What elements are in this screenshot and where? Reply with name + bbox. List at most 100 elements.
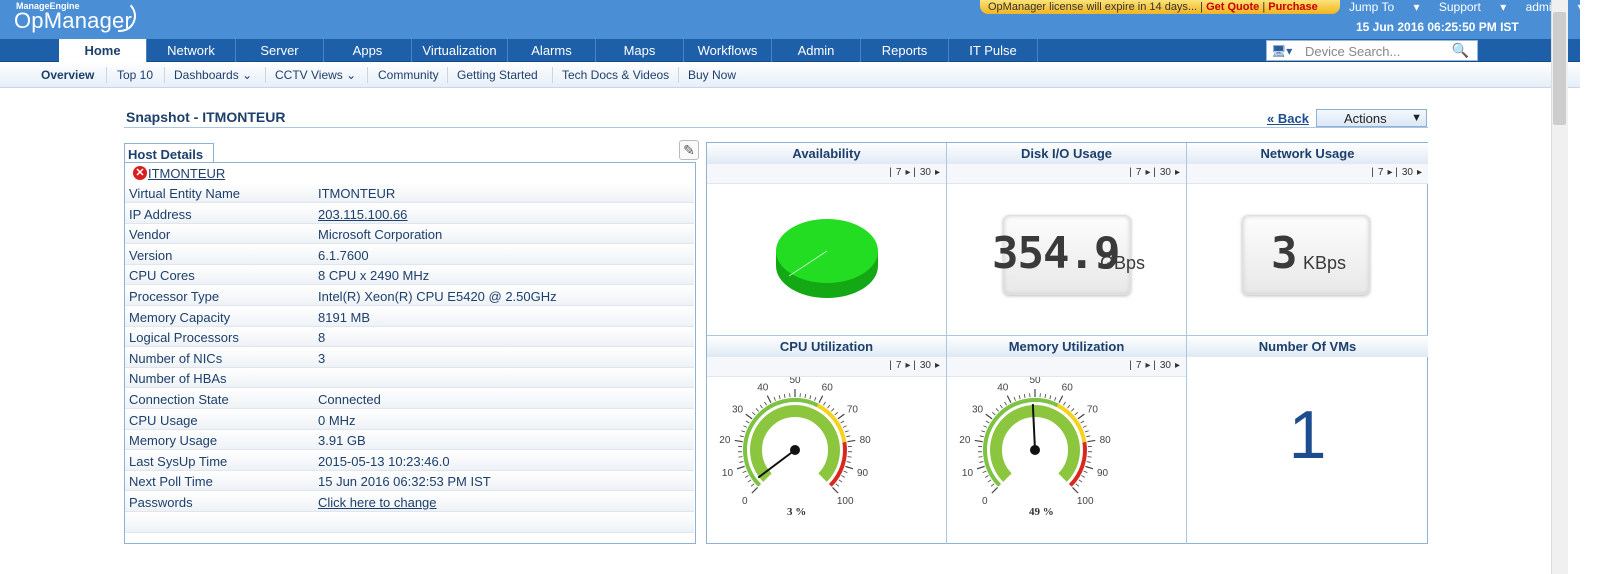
- detail-label: IP Address: [129, 206, 192, 222]
- subnav-community[interactable]: Community: [378, 68, 439, 82]
- edit-pencil-icon[interactable]: ✎: [679, 140, 699, 160]
- gauge-tick: [1080, 420, 1085, 424]
- period-7-link[interactable]: 7: [1377, 167, 1384, 178]
- gauge-tick: [984, 475, 989, 478]
- gauge-tick-label: 80: [1100, 435, 1112, 446]
- actions-label: Actions: [1344, 111, 1387, 126]
- tab-server[interactable]: Server: [236, 39, 324, 62]
- disk-io-widget: Disk I/O Usage | 7 ▸ | 30 ▸ 354.9 GBps: [947, 143, 1187, 336]
- period-30-link[interactable]: 30: [919, 360, 931, 371]
- tab-apps[interactable]: Apps: [324, 39, 412, 62]
- back-link[interactable]: « Back: [1267, 111, 1309, 126]
- subnav-cctv-views[interactable]: CCTV Views ⌄: [275, 68, 356, 82]
- gauge-tick: [1013, 396, 1016, 401]
- period-bar: | 7 ▸ | 30 ▸: [947, 357, 1186, 377]
- gauge-tick: [1074, 412, 1079, 416]
- detail-value-link[interactable]: 203.115.100.66: [318, 206, 408, 222]
- gauge-tick: [750, 483, 755, 487]
- subnav-buy-now[interactable]: Buy Now: [688, 68, 737, 82]
- detail-value: 2015-05-13 10:23:46.0: [318, 453, 450, 469]
- gauge-tick: [844, 430, 849, 433]
- subnav-overview[interactable]: Overview: [41, 68, 95, 82]
- search-icon[interactable]: 🔍: [1451, 42, 1469, 58]
- gauge-needle: [1031, 404, 1036, 451]
- actions-dropdown[interactable]: Actions ▼: [1316, 109, 1427, 127]
- period-30-link[interactable]: 30: [1159, 167, 1171, 178]
- memory-gauge[interactable]: 0 10 20 30 40 50 60 70 80 90 100: [947, 377, 1187, 527]
- brand-logo[interactable]: OpManager: [14, 8, 132, 33]
- subnav-top10[interactable]: Top 10: [117, 68, 154, 82]
- gauge-tick: [743, 425, 748, 428]
- gauge-tick-label: 70: [847, 404, 859, 415]
- period-7-link[interactable]: 7: [1135, 360, 1142, 371]
- gauge-tick: [981, 430, 986, 433]
- tab-alarms[interactable]: Alarms: [508, 39, 596, 62]
- divider: [164, 67, 165, 83]
- subnav-tech-docs[interactable]: Tech Docs & Videos: [562, 68, 670, 82]
- detail-row: Number of HBAs: [125, 368, 694, 389]
- gauge-tick-label: 10: [962, 468, 974, 479]
- pie-slice-edge: [788, 250, 828, 277]
- period-30-link[interactable]: 30: [1401, 167, 1413, 178]
- chevron-down-icon: ▼: [1411, 112, 1422, 124]
- divider: [552, 67, 553, 83]
- detail-row: Processor Type Intel(R) Xeon(R) CPU E5420…: [125, 286, 694, 306]
- gauge-tick: [846, 435, 851, 438]
- detail-label: Processor Type: [129, 289, 220, 304]
- monitor-icon[interactable]: 🖥▾: [1271, 44, 1293, 58]
- tab-home[interactable]: Home: [59, 39, 147, 63]
- detail-row: Vendor Microsoft Corporation: [125, 224, 694, 245]
- disk-io-value: 354.9: [992, 228, 1120, 279]
- tab-admin[interactable]: Admin: [772, 39, 861, 62]
- vm-count[interactable]: 1: [1288, 397, 1327, 473]
- tab-virtualization[interactable]: Virtualization: [412, 39, 508, 62]
- tab-maps[interactable]: Maps: [596, 39, 684, 62]
- gauge-tick: [982, 470, 987, 474]
- host-name-link[interactable]: ITMONTEUR: [148, 166, 226, 181]
- gauge-needle: [757, 449, 796, 479]
- jump-to-menu[interactable]: Jump To ▾: [1349, 0, 1420, 14]
- period-7-link[interactable]: 7: [1135, 167, 1142, 178]
- main-nav: Home Network Server Apps Virtualization …: [0, 39, 1580, 63]
- period-7-link[interactable]: 7: [895, 167, 902, 178]
- detail-label: Virtual Entity Name: [129, 186, 241, 201]
- period-7-link[interactable]: 7: [895, 360, 902, 371]
- gauge-tick: [1082, 425, 1087, 428]
- detail-label: CPU Usage: [129, 412, 198, 428]
- device-search-input[interactable]: Device Search...: [1305, 44, 1401, 59]
- gauge-tick: [766, 395, 772, 404]
- detail-label: CPU Cores: [129, 268, 195, 284]
- tab-workflows[interactable]: Workflows: [684, 39, 772, 62]
- period-30-link[interactable]: 30: [919, 167, 931, 178]
- cpu-gauge[interactable]: 0 10 20 30 40 50 60 70 80 90 100: [707, 377, 947, 527]
- detail-row: Number of NICs 3: [125, 347, 694, 368]
- page-scrollbar[interactable]: [1551, 0, 1568, 574]
- tab-network[interactable]: Network: [147, 39, 236, 62]
- device-search[interactable]: 🖥▾ Device Search... 🔍: [1266, 40, 1478, 61]
- disk-io-title: Disk I/O Usage: [947, 143, 1186, 164]
- support-menu[interactable]: Support ▾: [1438, 0, 1507, 14]
- tab-it-pulse[interactable]: IT Pulse: [949, 39, 1038, 62]
- period-30-link[interactable]: 30: [1159, 360, 1171, 371]
- purchase-link[interactable]: Purchase: [1268, 1, 1318, 13]
- gauge-tick-label: 0: [982, 496, 988, 507]
- detail-value-link[interactable]: Click here to change: [318, 495, 437, 510]
- detail-row: Next Poll Time 15 Jun 2016 06:32:53 PM IS…: [125, 471, 694, 492]
- subnav-dashboards[interactable]: Dashboards ⌄: [174, 68, 252, 82]
- tab-reports[interactable]: Reports: [861, 39, 949, 62]
- title-underline: [124, 127, 1428, 128]
- gauge-tick: [741, 430, 746, 433]
- subnav-getting-started[interactable]: Getting Started: [457, 68, 538, 82]
- host-details-tab[interactable]: Host Details: [124, 143, 214, 163]
- availability-pie-chart[interactable]: [707, 184, 947, 335]
- network-usage-widget: Network Usage | 7 ▸ | 30 ▸ 3 KBps: [1187, 143, 1428, 336]
- gauge-tick: [734, 439, 743, 443]
- scrollbar-thumb[interactable]: [1553, 12, 1566, 125]
- period-bar: | 7 ▸ | 30 ▸: [707, 357, 946, 377]
- gauge-tick-label: 10: [722, 468, 734, 479]
- user-menu[interactable]: admin ▾: [1525, 0, 1584, 14]
- gauge-tick: [738, 456, 743, 458]
- get-quote-link[interactable]: Get Quote: [1206, 1, 1260, 13]
- gauge-tick: [1067, 404, 1071, 409]
- detail-label: Logical Processors: [129, 330, 239, 346]
